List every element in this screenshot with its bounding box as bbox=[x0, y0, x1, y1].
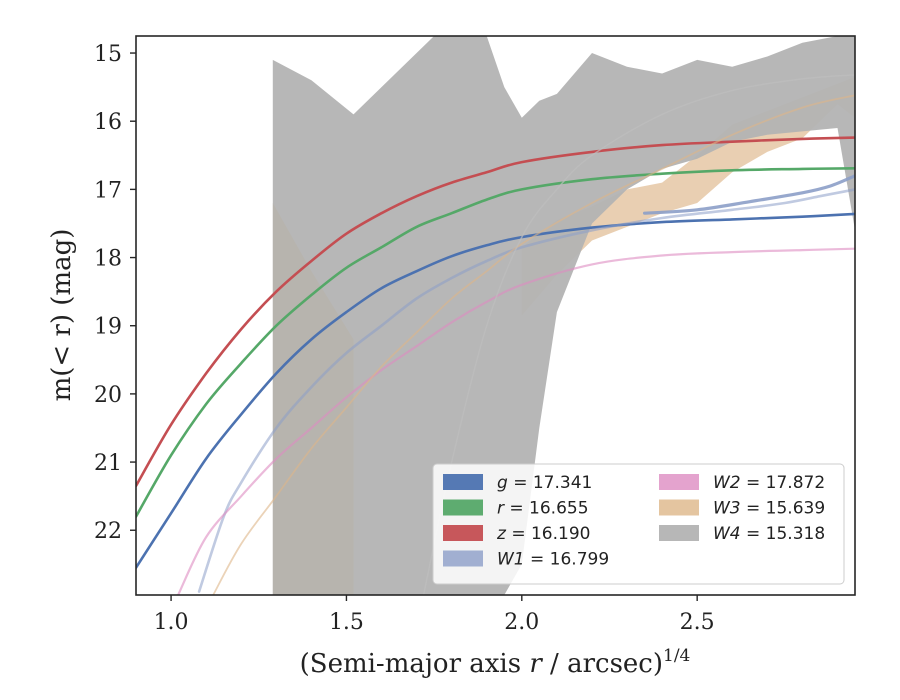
series-line-z bbox=[136, 136, 855, 488]
band-w4-extended-halo bbox=[272, 203, 354, 595]
series-line-g bbox=[136, 212, 855, 569]
legend-box bbox=[432, 463, 845, 585]
y-axis-label: m(< r) (mag) bbox=[47, 229, 77, 402]
legend-swatch-w1 bbox=[443, 550, 483, 567]
series-line-r bbox=[136, 167, 855, 518]
band-layer bbox=[272, 36, 855, 595]
legend-swatch-w2 bbox=[659, 474, 699, 490]
legend-label-z: z = 16.190 bbox=[496, 524, 590, 544]
y-tick-label: 21 bbox=[94, 451, 122, 476]
legend-swatch-w3 bbox=[659, 499, 699, 516]
band-w4 bbox=[272, 36, 855, 595]
band-w3 bbox=[521, 76, 855, 316]
series-line-w1-profile-upper bbox=[643, 174, 855, 215]
legend-swatch-r bbox=[443, 499, 483, 516]
y-tick-label: 15 bbox=[94, 42, 122, 67]
y-tick-label: 20 bbox=[94, 383, 122, 408]
plot-frame bbox=[135, 35, 856, 596]
x-tick-label: 1.5 bbox=[329, 610, 364, 635]
legend-label-g: g = 17.341 bbox=[497, 473, 592, 493]
legend: g = 17.341 r = 16.655 z = 16.190 W1 = 16.79… bbox=[432, 463, 845, 585]
legend-label-w1: W1 = 16.799 bbox=[497, 550, 609, 570]
y-tick-label: 16 bbox=[94, 110, 122, 135]
x-axis-ticks: 1.0 1.5 2.0 2.5 bbox=[154, 595, 715, 635]
y-tick-label: 17 bbox=[94, 178, 122, 203]
legend-swatch-z bbox=[443, 525, 483, 541]
legend-label-w4: W4 = 15.318 bbox=[713, 524, 825, 544]
legend-label-w3: W3 = 15.639 bbox=[713, 499, 825, 519]
line-layer bbox=[136, 74, 855, 595]
y-tick-label: 19 bbox=[94, 315, 122, 340]
x-tick-label: 1.0 bbox=[154, 610, 189, 635]
y-tick-label: 18 bbox=[94, 247, 122, 272]
legend-label-r: r = 16.655 bbox=[497, 499, 589, 519]
y-axis-ticks: 15 16 17 18 19 20 21 22 bbox=[94, 42, 136, 544]
series-line-w3-profile bbox=[212, 94, 855, 595]
y-tick-label: 22 bbox=[94, 519, 122, 544]
x-tick-label: 2.5 bbox=[680, 610, 715, 635]
legend-swatch-g bbox=[443, 474, 483, 490]
series-line-w2 bbox=[177, 247, 855, 595]
legend-label-w2: W2 = 17.872 bbox=[713, 473, 825, 493]
x-tick-label: 2.0 bbox=[504, 610, 539, 635]
series-line-w1 bbox=[197, 188, 855, 593]
legend-swatch-w4 bbox=[659, 525, 699, 541]
series-line-w4-profile bbox=[422, 74, 855, 595]
x-axis-label: (Semi-major axis r / arcsec)1/4 bbox=[300, 646, 691, 679]
